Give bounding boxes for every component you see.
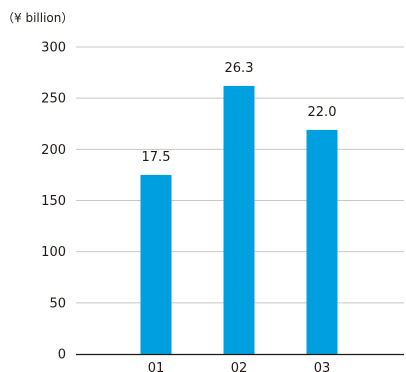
unit-label: （¥ billion） xyxy=(2,11,73,25)
y-tick-label: 300 xyxy=(41,41,66,56)
x-tick-label: 01 xyxy=(148,361,165,372)
y-tick-label: 250 xyxy=(41,92,66,107)
bar xyxy=(140,174,172,354)
y-tick-label: 0 xyxy=(58,348,66,363)
bars xyxy=(140,85,338,355)
y-tick-label: 200 xyxy=(41,143,66,158)
data-label: 17.5 xyxy=(142,150,171,165)
data-labels: 17.5 26.3 22.0 xyxy=(142,61,337,165)
x-axis-ticks: 01 02 03 xyxy=(148,361,331,372)
bar xyxy=(223,85,255,355)
bar xyxy=(306,129,338,354)
x-tick-label: 03 xyxy=(314,361,331,372)
y-tick-label: 150 xyxy=(41,194,66,209)
data-label: 22.0 xyxy=(308,105,337,120)
y-axis-ticks: 0 50 100 150 200 250 300 xyxy=(41,41,66,363)
y-tick-label: 100 xyxy=(41,245,66,260)
y-tick-label: 50 xyxy=(49,296,66,311)
data-label: 26.3 xyxy=(225,61,254,76)
x-tick-label: 02 xyxy=(231,361,248,372)
